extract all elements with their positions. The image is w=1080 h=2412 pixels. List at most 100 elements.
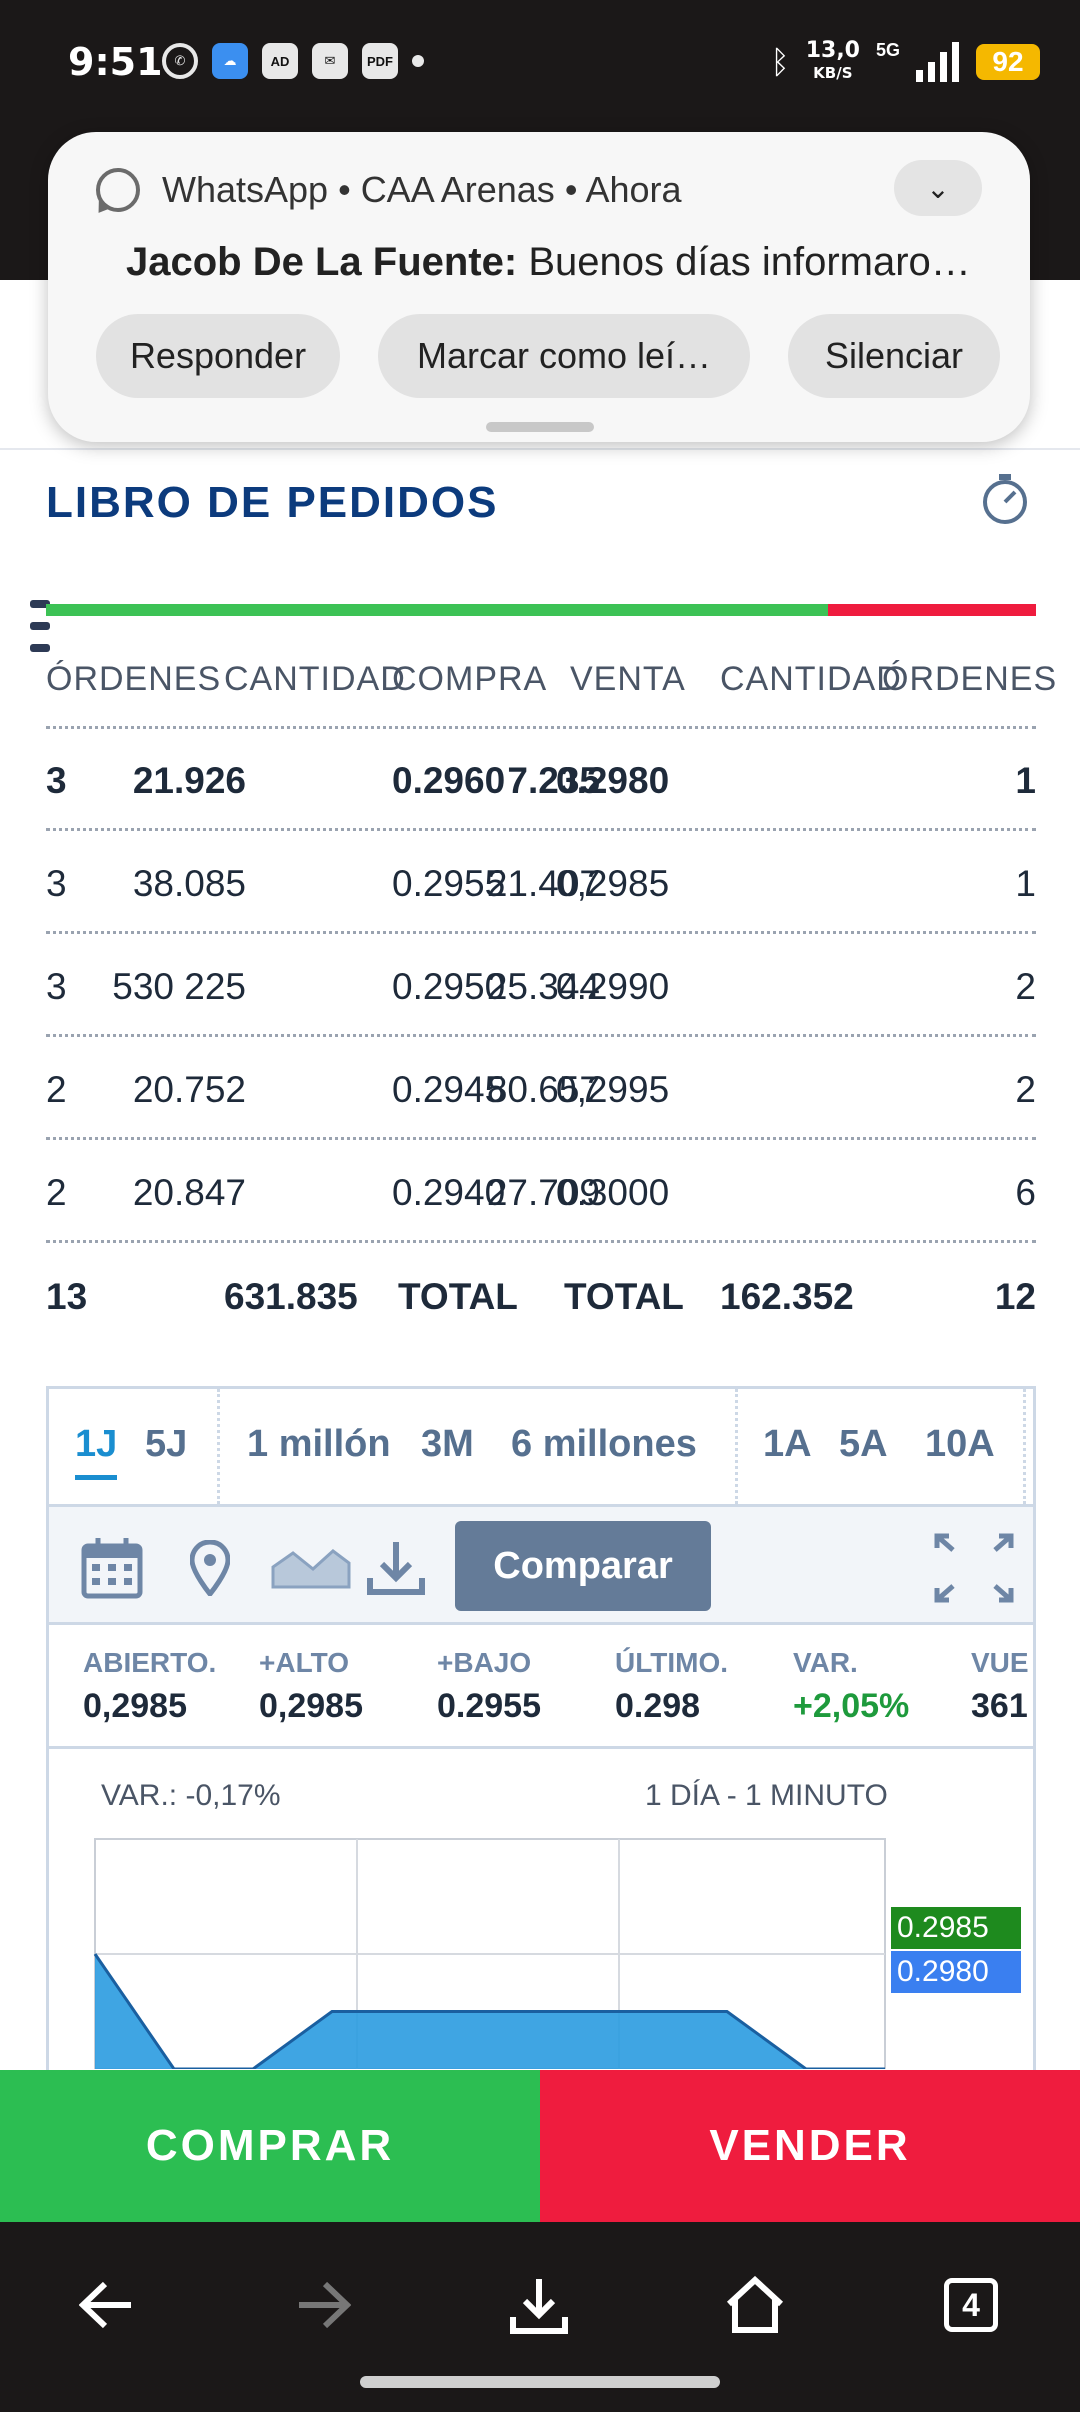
notification-message: Jacob De La Fuente: Buenos días informar… [126, 240, 986, 284]
header-ask-qty: CANTIDAD [720, 660, 902, 698]
cell-bid-qty: 20.847 [132, 1172, 246, 1213]
range-6m[interactable]: 6 millones [511, 1423, 697, 1465]
order-book-row: 3 530 225 0.2950 0.2990 25.344 2 [46, 934, 1036, 1037]
compare-button[interactable]: Comparar [455, 1521, 711, 1611]
header-ask-orders: ÓRDENES [882, 660, 1058, 698]
cell-bid-qty: 20.752 [132, 1069, 246, 1110]
order-book-header: ÓRDENES CANTIDAD COMPRA VENTA CANTIDAD Ó… [46, 660, 1056, 730]
header-bid-qty: CANTIDAD [224, 660, 406, 698]
bluetooth-icon: ᛒ [770, 43, 790, 80]
map-pin-icon[interactable] [175, 1533, 245, 1603]
calendar-icon[interactable] [77, 1533, 147, 1603]
more-notifications-icon [412, 55, 424, 67]
bid-volume-bar [46, 604, 828, 616]
gesture-bar[interactable] [360, 2376, 720, 2388]
range-5a[interactable]: 5A [839, 1423, 888, 1465]
header-ask: VENTA [570, 660, 686, 698]
sell-button[interactable]: VENDER [540, 2070, 1080, 2222]
back-arrow-icon[interactable] [62, 2260, 152, 2350]
cell-bid-orders: 2 [46, 1172, 67, 1213]
range-divider [217, 1389, 220, 1504]
cell-bid-price: 0.2960 [392, 760, 506, 801]
total-ask-label: TOTAL [564, 1276, 684, 1317]
cell-ask-price: 0,2995 [556, 1069, 670, 1110]
reply-button[interactable]: Responder [96, 314, 340, 398]
order-book-row: 3 38.085 0.2955 0,2985 21.407 1 [46, 831, 1036, 934]
stopwatch-icon[interactable] [980, 470, 1030, 526]
range-3m[interactable]: 3M [421, 1423, 474, 1465]
cell-bid-price: 0.2955 [392, 863, 506, 904]
ad-blocker-icon: AD [262, 43, 298, 79]
whatsapp-notification[interactable]: WhatsApp • CAA Arenas • Ahora ⌄ Jacob De… [48, 132, 1030, 442]
download-icon[interactable] [361, 1533, 431, 1603]
total-bid-orders: 13 [46, 1276, 88, 1317]
network-speed: 13,0 KB/S [805, 38, 860, 83]
cell-bid-qty: 21.926 [132, 760, 246, 801]
buy-button[interactable]: COMPRAR [0, 2070, 540, 2222]
header-bid: COMPRA [392, 660, 548, 698]
cell-bid-orders: 3 [46, 966, 67, 1007]
chart-panel: 1J 5J 1 millón 3M 6 millones 1A 5A 10A C… [46, 1386, 1036, 2086]
total-ask-qty: 162.352 [720, 1276, 854, 1317]
status-bar: 9:51 ✆ ☁ AD ✉ PDF ᛒ 13,0 KB/S 5G 92 [0, 0, 1080, 130]
range-1a[interactable]: 1A [763, 1423, 812, 1465]
page-title: LIBRO DE PEDIDOS [46, 478, 499, 527]
status-right: ᛒ 13,0 KB/S 5G 92 [770, 38, 1040, 84]
mute-button[interactable]: Silenciar [788, 314, 1000, 398]
tabs-count: 4 [944, 2278, 998, 2332]
cell-ask-price: 0,2985 [556, 863, 670, 904]
order-book-row: 2 20.847 0.2940 0.3000 27.709 6 [46, 1140, 1036, 1243]
cell-bid-qty: 530 225 [112, 966, 246, 1007]
notification-actions: Responder Marcar como leí… Silenciar [96, 314, 1000, 398]
cell-ask-orders: 1 [1015, 760, 1036, 801]
outlook-icon: ✉ [312, 43, 348, 79]
cell-bid-orders: 3 [46, 760, 67, 801]
home-icon[interactable] [710, 2260, 800, 2350]
tabs-icon[interactable]: 4 [926, 2260, 1016, 2350]
range-10a[interactable]: 10A [925, 1423, 995, 1465]
range-1j[interactable]: 1J [75, 1423, 118, 1480]
range-1m[interactable]: 1 millón [247, 1423, 391, 1465]
price-line [93, 1953, 885, 2069]
cell-ask-qty: 27.709 [486, 1172, 600, 1213]
cell-ask-price: 0.2980 [556, 760, 670, 801]
area-chart-icon[interactable] [271, 1533, 351, 1603]
cell-ask-orders: 2 [1015, 966, 1036, 1007]
battery-indicator: 92 [976, 44, 1040, 80]
cell-bid-price: 0.2950 [392, 966, 506, 1007]
total-bid-label: TOTAL [398, 1276, 518, 1317]
ask-volume-bar [828, 604, 1036, 616]
download-icon[interactable] [494, 2260, 584, 2350]
pdf-icon: PDF [362, 43, 398, 79]
cell-ask-qty: 7.235 [507, 760, 600, 801]
menu-icon[interactable] [30, 600, 50, 660]
status-app-icons: ✆ ☁ AD ✉ PDF [162, 40, 424, 82]
cell-bid-price: 0.2940 [392, 1172, 506, 1213]
order-book-row: 3 21.926 0.2960 0.2980 7.235 1 [46, 728, 1036, 831]
signal-icon [916, 42, 959, 82]
whatsapp-icon [96, 168, 140, 212]
total-ask-orders: 12 [994, 1276, 1036, 1317]
expand-notification-button[interactable]: ⌄ [894, 160, 982, 216]
mark-read-button[interactable]: Marcar como leí… [378, 314, 750, 398]
stat-volume: VUE 361 [971, 1647, 1029, 1725]
cell-ask-orders: 6 [1015, 1172, 1036, 1213]
stat-high: +ALTO 0,2985 [259, 1647, 363, 1725]
notification-handle[interactable] [486, 422, 594, 432]
forward-arrow-icon[interactable] [278, 2260, 368, 2350]
chevron-down-icon: ⌄ [926, 172, 950, 204]
range-5j[interactable]: 5J [145, 1423, 188, 1465]
price-chart[interactable] [49, 1819, 1033, 2069]
network-type: 5G [875, 40, 900, 60]
cell-bid-qty: 38.085 [132, 863, 246, 904]
order-book-row: 2 20.752 0.2945 0,2995 80.657 2 [46, 1037, 1036, 1140]
cell-bid-orders: 3 [46, 863, 67, 904]
cell-ask-qty: 80.657 [486, 1069, 600, 1110]
stats-row: ABIERTO. 0,2985 +ALTO 0,2985 +BAJO 0.2955 Ú… [49, 1625, 1033, 1749]
chart-variation: VAR.: -0,17% [101, 1779, 281, 1812]
cell-bid-price: 0.2945 [392, 1069, 506, 1110]
notification-app-line: WhatsApp • CAA Arenas • Ahora [96, 168, 682, 212]
order-book-total: 13 631.835 TOTAL TOTAL 162.352 12 [46, 1248, 1036, 1348]
cell-ask-price: 0.2990 [556, 966, 670, 1007]
fullscreen-icon[interactable] [929, 1533, 1019, 1603]
